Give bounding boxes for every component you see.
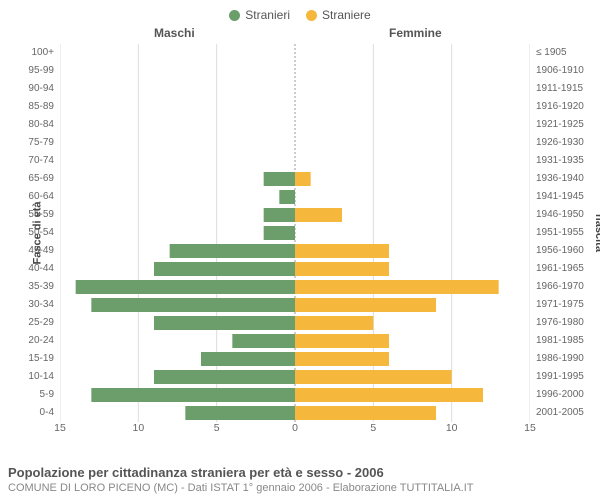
bar-male <box>154 316 295 330</box>
bar-male <box>279 190 295 204</box>
bar-female <box>295 388 483 402</box>
bar-female <box>295 352 389 366</box>
age-label: 50-54 <box>0 228 54 238</box>
year-label: 1931-1935 <box>536 156 600 166</box>
bar-female <box>295 262 389 276</box>
age-label: 35-39 <box>0 282 54 292</box>
age-label: 65-69 <box>0 174 54 184</box>
bar-male <box>154 370 295 384</box>
column-headers: Maschi Femmine <box>0 26 600 44</box>
year-label: 1941-1945 <box>536 192 600 202</box>
year-label: 1911-1915 <box>536 84 600 94</box>
year-label: 1946-1950 <box>536 210 600 220</box>
year-label: 2001-2005 <box>536 408 600 418</box>
swatch-male <box>229 10 240 21</box>
bar-male <box>232 334 295 348</box>
age-label: 15-19 <box>0 354 54 364</box>
bar-male <box>76 280 295 294</box>
legend-item-male: Stranieri <box>229 8 290 22</box>
chart-subtitle: COMUNE DI LORO PICENO (MC) - Dati ISTAT … <box>8 482 592 494</box>
x-axis-ticks: 05510101515 <box>60 422 530 438</box>
year-label: ≤ 1905 <box>536 48 600 58</box>
header-female: Femmine <box>389 26 442 40</box>
bar-female <box>295 370 452 384</box>
year-label: 1926-1930 <box>536 138 600 148</box>
age-label: 90-94 <box>0 84 54 94</box>
year-label: 1951-1955 <box>536 228 600 238</box>
year-label: 1991-1995 <box>536 372 600 382</box>
pyramid-plot <box>60 44 530 422</box>
y-axis-left: 100+ 95-99 90-94 85-89 80-84 75-79 70-74 65-69 6… <box>0 44 54 422</box>
year-label: 1976-1980 <box>536 318 600 328</box>
bar-female <box>295 406 436 420</box>
age-label: 10-14 <box>0 372 54 382</box>
bar-male <box>185 406 295 420</box>
bar-male <box>154 262 295 276</box>
x-tick: 5 <box>370 422 376 434</box>
bar-male <box>264 172 295 186</box>
chart-title: Popolazione per cittadinanza straniera p… <box>8 465 592 480</box>
x-tick: 15 <box>54 422 66 434</box>
x-tick: 0 <box>292 422 298 434</box>
bar-female <box>295 208 342 222</box>
chart-area: Fasce di età Anni di nascita 100+95-9990… <box>0 44 600 422</box>
year-label: 1921-1925 <box>536 120 600 130</box>
year-label: 1971-1975 <box>536 300 600 310</box>
age-label: 5-9 <box>0 390 54 400</box>
year-label: 1996-2000 <box>536 390 600 400</box>
age-label: 80-84 <box>0 120 54 130</box>
age-label: 40-44 <box>0 264 54 274</box>
footer: Popolazione per cittadinanza straniera p… <box>8 465 592 494</box>
bar-female <box>295 244 389 258</box>
age-label: 0-4 <box>0 408 54 418</box>
age-label: 100+ <box>0 48 54 58</box>
year-label: 1986-1990 <box>536 354 600 364</box>
year-label: 1961-1965 <box>536 264 600 274</box>
legend-label-male: Stranieri <box>245 8 290 22</box>
age-label: 85-89 <box>0 102 54 112</box>
legend-item-female: Straniere <box>306 8 371 22</box>
bar-male <box>264 226 295 240</box>
bar-male <box>91 388 295 402</box>
x-tick: 5 <box>214 422 220 434</box>
bar-male <box>170 244 295 258</box>
bar-female <box>295 280 499 294</box>
year-label: 1936-1940 <box>536 174 600 184</box>
age-label: 45-49 <box>0 246 54 256</box>
age-label: 20-24 <box>0 336 54 346</box>
bar-female <box>295 316 373 330</box>
bar-male <box>201 352 295 366</box>
age-label: 25-29 <box>0 318 54 328</box>
header-male: Maschi <box>154 26 195 40</box>
x-tick: 10 <box>132 422 144 434</box>
x-tick: 15 <box>524 422 536 434</box>
age-label: 30-34 <box>0 300 54 310</box>
bar-female <box>295 298 436 312</box>
year-label: 1906-1910 <box>536 66 600 76</box>
swatch-female <box>306 10 317 21</box>
bar-male <box>91 298 295 312</box>
legend-label-female: Straniere <box>322 8 371 22</box>
year-label: 1966-1970 <box>536 282 600 292</box>
age-label: 95-99 <box>0 66 54 76</box>
bar-female <box>295 172 311 186</box>
age-label: 60-64 <box>0 192 54 202</box>
x-tick: 10 <box>446 422 458 434</box>
year-label: 1916-1920 <box>536 102 600 112</box>
age-label: 75-79 <box>0 138 54 148</box>
y-axis-right: ≤ 1905 1906-1910 1911-1915 1916-1920 1921-19… <box>536 44 600 422</box>
legend: Stranieri Straniere <box>0 0 600 26</box>
age-label: 55-59 <box>0 210 54 220</box>
bar-female <box>295 334 389 348</box>
bar-male <box>264 208 295 222</box>
age-label: 70-74 <box>0 156 54 166</box>
year-label: 1981-1985 <box>536 336 600 346</box>
year-label: 1956-1960 <box>536 246 600 256</box>
